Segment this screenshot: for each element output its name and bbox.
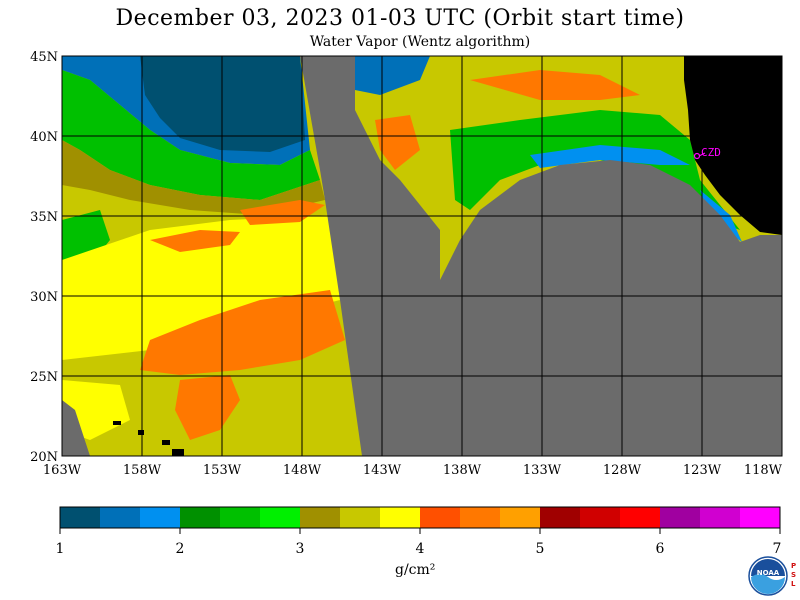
island-oahu: [138, 430, 144, 435]
colorbar-segment: [60, 507, 100, 528]
colorbar-tick-label: 5: [536, 541, 545, 557]
colorbar-segment: [460, 507, 500, 528]
colorbar-segment: [620, 507, 660, 528]
lat-label: 25N: [30, 370, 58, 385]
noaa-logo-text: NOAA: [757, 569, 780, 577]
no-data-gap-sw: [62, 400, 90, 456]
colorbar-segment: [100, 507, 140, 528]
colorbar-segment: [340, 507, 380, 528]
longitude-labels: 163W 158W 153W 148W 143W 138W 133W 128W 123W 118W: [43, 463, 783, 478]
colorbar-segment: [140, 507, 180, 528]
lon-label: 133W: [523, 463, 562, 478]
noaa-logo: NOAA: [748, 556, 788, 596]
lat-label: 30N: [30, 290, 58, 305]
lon-label: 138W: [443, 463, 482, 478]
lon-label: 158W: [123, 463, 162, 478]
colorbar-segment: [500, 507, 540, 528]
wv-east-blue: [350, 56, 430, 95]
colorbar-tick-label: 2: [176, 541, 185, 557]
colorbar-tick-label: 3: [296, 541, 305, 557]
lat-label: 35N: [30, 210, 58, 225]
wv-east-orange: [470, 70, 640, 100]
lat-label: 40N: [30, 130, 58, 145]
lat-label: 45N: [30, 50, 58, 65]
colorbar-segment: [740, 507, 780, 528]
colorbar-tick-label: 7: [773, 541, 782, 557]
lon-label: 153W: [203, 463, 242, 478]
station-marker: CZD: [693, 146, 721, 160]
colorbar-segment: [540, 507, 580, 528]
colorbar-segment: [700, 507, 740, 528]
latitude-labels: 45N 40N 35N 30N 25N 20N: [30, 50, 58, 465]
wv-yellow-region: [62, 215, 340, 360]
lon-label: 123W: [683, 463, 722, 478]
lon-label: 118W: [744, 463, 783, 478]
colorbar-segment: [220, 507, 260, 528]
colorbar-segment: [660, 507, 700, 528]
lon-label: 128W: [603, 463, 642, 478]
wv-orange-south: [175, 375, 240, 440]
colorbar-labels: 1 2 3 4 5 6 7: [56, 528, 782, 557]
colorbar: [59, 506, 781, 529]
wv-orange-band: [140, 290, 345, 375]
wv-olive-band: [62, 140, 325, 215]
island-hawaii: [172, 449, 184, 456]
map-title: December 03, 2023 01-03 UTC (Orbit start…: [115, 6, 685, 31]
wv-east-green: [450, 110, 740, 230]
colorbar-segment: [300, 507, 340, 528]
lon-label: 163W: [43, 463, 82, 478]
colorbar-tick-label: 6: [656, 541, 665, 557]
data-field: [62, 56, 782, 456]
no-data-gap-east: [300, 56, 782, 456]
colorbar-tick-label: 4: [416, 541, 425, 557]
island-maui: [162, 440, 170, 445]
wv-east-orange-2: [375, 115, 420, 170]
wv-east-blue-band: [530, 145, 690, 168]
station-label: CZD: [701, 146, 721, 159]
wv-orange-streak-1: [150, 230, 240, 252]
map-frame: [61, 55, 783, 457]
land-north-america: [684, 56, 782, 235]
wv-green-band: [62, 70, 320, 200]
lon-label: 143W: [363, 463, 402, 478]
colorbar-segment: [420, 507, 460, 528]
lon-label: 148W: [283, 463, 322, 478]
map-subtitle: Water Vapor (Wentz algorithm): [309, 34, 531, 50]
colorbar-segment: [380, 507, 420, 528]
colorbar-segment: [260, 507, 300, 528]
colorbar-segment: [180, 507, 220, 528]
colorbar-tick-label: 1: [56, 541, 65, 557]
island-kauai: [113, 421, 121, 425]
colorbar-unit-label: g/cm²: [395, 562, 436, 578]
lat-label: 20N: [30, 450, 58, 465]
wv-orange-streak-2: [240, 200, 325, 225]
colorbar-segment: [580, 507, 620, 528]
